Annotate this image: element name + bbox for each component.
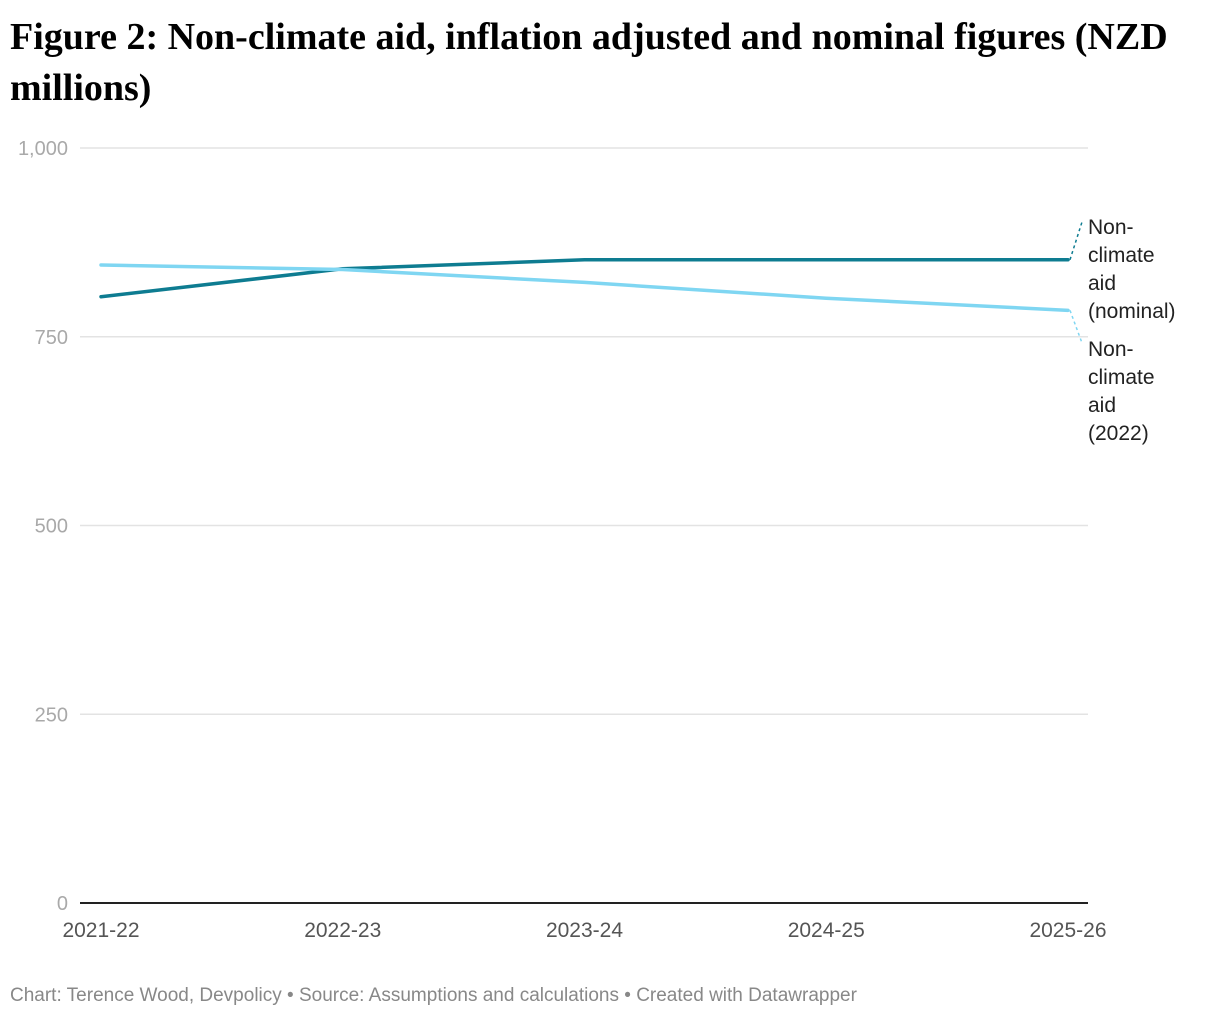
grid-layer: 0 250 500 750 1,000 <box>18 138 1088 915</box>
x-axis: 2021-22 2022-23 2023-24 2024-25 2025-26 <box>62 902 1107 942</box>
y-tick-label: 500 <box>35 516 68 538</box>
chart-footer: Chart: Terence Wood, Devpolicy • Source:… <box>10 985 857 1006</box>
series-line-inflation-adjusted <box>99 263 1070 313</box>
label-connector <box>1069 310 1083 344</box>
y-tick-label: 750 <box>35 327 68 349</box>
x-tick-label: 2021-22 <box>62 919 139 942</box>
x-tick-label: 2025-26 <box>1029 919 1106 942</box>
label-connector <box>1069 221 1083 260</box>
series-line-nominal <box>99 257 1070 299</box>
series-label: Non-climate aid (2022) <box>1088 338 1155 445</box>
label-layer: Non-climate aid (nominal) Non-climate aid (20… <box>1069 216 1176 445</box>
y-tick-label: 0 <box>57 893 68 915</box>
x-tick-label: 2022-23 <box>304 919 381 942</box>
x-tick-label: 2023-24 <box>546 919 623 942</box>
series-layer <box>99 257 1070 313</box>
y-tick-label: 250 <box>35 704 68 726</box>
x-tick-label: 2024-25 <box>788 919 865 942</box>
series-label: Non-climate aid (nominal) <box>1088 216 1176 323</box>
y-tick-label: 1,000 <box>18 138 68 160</box>
chart-title: Figure 2: Non-climate aid, inflation adj… <box>10 16 1168 109</box>
